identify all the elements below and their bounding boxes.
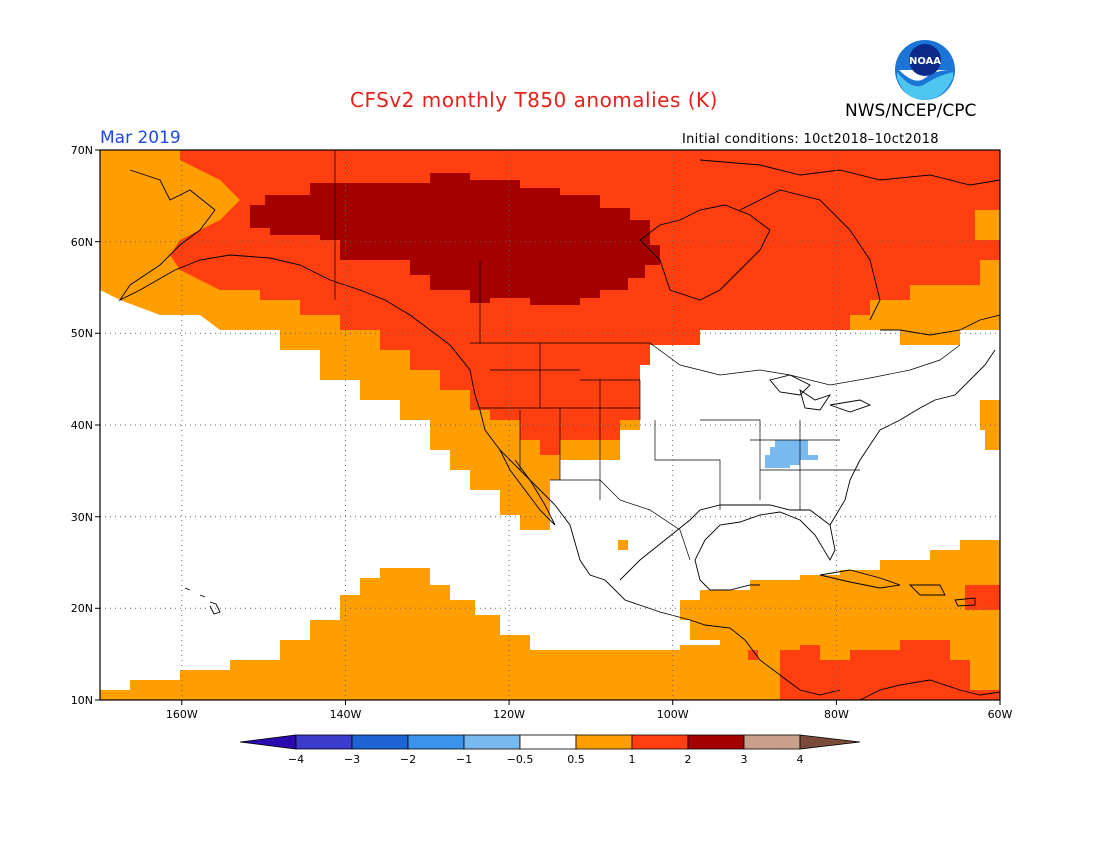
colorbar-segment — [295, 734, 353, 750]
colorbar-label: −2 — [400, 753, 416, 766]
month-label: Mar 2019 — [100, 128, 181, 148]
colorbar-segment — [351, 734, 409, 750]
colorbar-segment — [463, 734, 521, 750]
axis-ticks — [95, 149, 1001, 705]
colorbar-segment — [239, 734, 297, 750]
svg-text:NOAA: NOAA — [909, 56, 941, 67]
lat-label-60n: 60N — [71, 236, 93, 249]
colorbar-label: −4 — [288, 753, 304, 766]
colorbar-label: 2 — [685, 753, 692, 766]
lon-label-140w: 140W — [330, 708, 362, 721]
chart-title: CFSv2 monthly T850 anomalies (K) — [350, 88, 718, 112]
lat-label-30n: 30N — [71, 511, 93, 524]
lat-label-50n: 50N — [71, 327, 93, 340]
lat-label-70n: 70N — [71, 144, 93, 157]
anomaly-region-darkred — [250, 173, 660, 305]
lon-label-120w: 120W — [493, 708, 525, 721]
anomaly-region-blue — [765, 440, 818, 468]
lon-label-80w: 80W — [824, 708, 849, 721]
political-borders — [334, 150, 961, 561]
coastlines — [118, 159, 1000, 700]
colorbar-label: 4 — [797, 753, 804, 766]
lon-label-100w: 100W — [657, 708, 689, 721]
lon-label-160w: 160W — [166, 708, 198, 721]
colorbar-segment — [743, 734, 801, 750]
colorbar-segment — [519, 734, 577, 750]
organization-label: NWS/NCEP/CPC — [845, 101, 977, 121]
colorbar-segment — [407, 734, 465, 750]
colorbar-label: 1 — [629, 753, 636, 766]
colorbar-segment — [687, 734, 745, 750]
colorbar-label: −0.5 — [507, 753, 534, 766]
colorbar — [239, 734, 861, 750]
colorbar-label: −3 — [344, 753, 360, 766]
noaa-logo-icon: NOAA — [895, 40, 955, 100]
colorbar-segment — [799, 734, 861, 750]
colorbar-label: 3 — [741, 753, 748, 766]
lon-label-60w: 60W — [988, 708, 1013, 721]
grid — [100, 150, 1000, 700]
colorbar-segment — [631, 734, 689, 750]
colorbar-label: −1 — [456, 753, 472, 766]
initial-conditions-label: Initial conditions: 10ct2018–10ct2018 — [682, 132, 939, 147]
lat-label-40n: 40N — [71, 419, 93, 432]
lat-label-10n: 10N — [71, 694, 93, 707]
colorbar-segment — [575, 734, 633, 750]
lat-label-20n: 20N — [71, 602, 93, 615]
colorbar-label: 0.5 — [567, 753, 585, 766]
